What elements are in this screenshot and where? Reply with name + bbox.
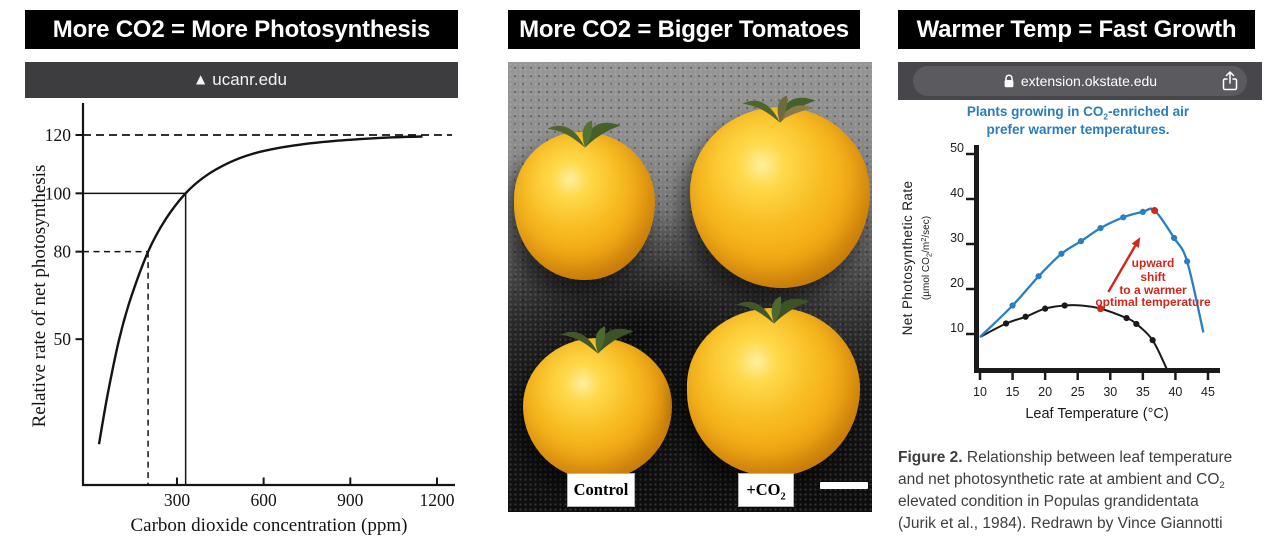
- tomato-stem: [547, 120, 621, 148]
- svg-text:80: 80: [54, 242, 72, 262]
- tomato-control-top: [514, 120, 655, 280]
- tomato-photo: Control +CO2: [508, 62, 872, 512]
- scale-bar: [820, 482, 868, 489]
- middle-panel-header: More CO2 = Bigger Tomatoes: [508, 10, 860, 49]
- upward-shift-arrow: [1107, 245, 1137, 293]
- svg-text:120: 120: [45, 125, 72, 145]
- svg-text:25: 25: [1071, 385, 1085, 399]
- y-axis-label: Net Photosynthetic Rate: [900, 181, 915, 336]
- tomato-stem: [742, 95, 816, 123]
- svg-text:300: 300: [164, 490, 191, 510]
- tomato-control-bottom: [523, 326, 672, 480]
- svg-text:20: 20: [950, 276, 964, 290]
- svg-text:600: 600: [251, 490, 278, 510]
- middle-panel-header-label: More CO2 = Bigger Tomatoes: [519, 15, 849, 43]
- svg-text:30: 30: [950, 231, 964, 245]
- x-axis-label: Leaf Temperature (°C): [1025, 406, 1168, 422]
- y-axis-label: Relative rate of net photosynthesis: [29, 165, 50, 428]
- svg-text:100: 100: [45, 183, 72, 203]
- enriched-curve: [979, 207, 1205, 338]
- upward-shift-annotation: to a warmer: [1119, 283, 1187, 297]
- lock-icon: [1004, 74, 1014, 87]
- right-chart-title-line1: Plants growing in CO2-enriched air: [966, 104, 1190, 122]
- not-secure-triangle-icon: ▲: [196, 72, 206, 86]
- photosynthesis-curve: [97, 135, 423, 445]
- share-icon[interactable]: [1222, 71, 1238, 91]
- svg-text:10: 10: [973, 385, 987, 399]
- right-panel-header-label: Warmer Temp = Fast Growth: [916, 15, 1237, 43]
- upward-shift-annotation: upward: [1132, 256, 1175, 270]
- figure-caption: Figure 2. Relationship between leaf temp…: [898, 448, 1233, 533]
- svg-text:45: 45: [1201, 385, 1215, 399]
- right-site-url: extension.okstate.edu: [1020, 73, 1158, 89]
- left-site-url: ucanr.edu: [212, 70, 287, 89]
- left-panel-header: More CO2 = More Photosynthesis: [25, 10, 458, 49]
- left-browser-address-bar[interactable]: ▲ ucanr.edu: [25, 62, 458, 98]
- enriched-optimum-dot: [1151, 207, 1159, 215]
- svg-text:30: 30: [1103, 385, 1117, 399]
- control-label-text: Control: [573, 480, 629, 499]
- tomato-co2-top: [690, 95, 870, 288]
- co2-photosynthesis-chart: 50 80 100 120 300 600 900 1200 Carbon dioxide co…: [29, 103, 455, 536]
- control-label: Control: [567, 473, 635, 507]
- svg-text:1200: 1200: [419, 490, 454, 510]
- y-axis-units: (µmol CO2​/m2​/sec): [919, 216, 934, 300]
- plus-co2-label: +CO2: [738, 473, 794, 507]
- svg-text:10: 10: [950, 321, 964, 335]
- right-browser-address-pill[interactable]: extension.okstate.edu: [913, 66, 1247, 96]
- svg-text:40: 40: [1168, 385, 1182, 399]
- svg-text:50: 50: [950, 141, 964, 155]
- tomato-stem: [560, 326, 634, 354]
- tomato-co2-bottom: [687, 296, 860, 476]
- right-chart-title: Plants growing in CO2-enriched air prefe…: [898, 103, 1258, 139]
- ambient-optimum-dot: [1097, 305, 1105, 313]
- svg-text:20: 20: [1038, 385, 1052, 399]
- upward-shift-annotation: optimal temperature: [1095, 295, 1211, 309]
- svg-text:15: 15: [1006, 385, 1020, 399]
- upward-shift-annotation: shift: [1140, 270, 1165, 284]
- right-browser-bar: extension.okstate.edu: [898, 62, 1262, 100]
- leaf-temperature-chart: 10 20 30 40 50 10 15 20 25 30 35 40 45 Leaf Temperatu…: [900, 141, 1220, 422]
- axes: [81, 103, 455, 487]
- svg-text:900: 900: [337, 490, 364, 510]
- tomato-stem: [736, 296, 810, 324]
- plus-co2-label-text: +CO2: [746, 480, 786, 503]
- svg-text:40: 40: [950, 186, 964, 200]
- right-panel-header: Warmer Temp = Fast Growth: [898, 10, 1255, 49]
- svg-text:35: 35: [1136, 385, 1150, 399]
- x-axis-label: Carbon dioxide concentration (ppm): [130, 515, 407, 536]
- left-panel-header-label: More CO2 = More Photosynthesis: [52, 15, 431, 43]
- ambient-curve: [979, 304, 1169, 372]
- svg-text:50: 50: [54, 329, 72, 349]
- right-chart-title-line2: prefer warmer temperatures.: [986, 122, 1170, 138]
